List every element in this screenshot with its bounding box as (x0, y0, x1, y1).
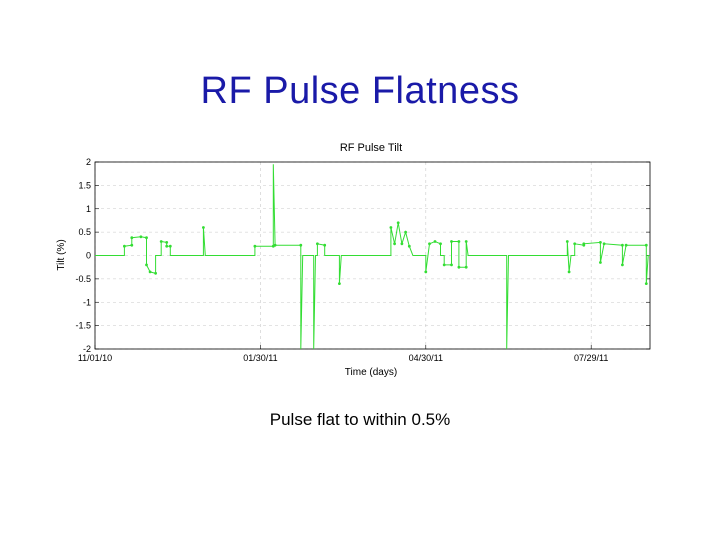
data-point (400, 242, 404, 246)
data-point (442, 263, 446, 267)
data-point (450, 240, 453, 243)
data-point (433, 240, 437, 243)
x-axis-label: Time (days) (345, 367, 397, 378)
data-point (145, 236, 148, 240)
data-point (323, 243, 327, 247)
data-point (273, 243, 277, 247)
x-tick-label: 04/30/11 (409, 353, 443, 363)
y-tick-label: 1 (86, 204, 91, 214)
data-point (407, 244, 411, 248)
data-point (165, 244, 169, 248)
data-point (123, 244, 126, 248)
tilt-chart: RF Pulse Tilt 2 1.5 1 0.5 0 -0.5 -1 -1.5 -2 11/01… (50, 135, 670, 385)
data-point (565, 240, 569, 243)
chart-title: RF Pulse Tilt (340, 142, 402, 154)
data-point (404, 230, 407, 234)
series-layer (95, 164, 650, 350)
data-point (393, 242, 396, 246)
data-point (582, 242, 586, 246)
y-tick-label: 0 (86, 251, 91, 261)
data-point (644, 243, 648, 247)
data-point (154, 271, 157, 275)
slide-title: RF Pulse Flatness (200, 70, 520, 112)
data-point (202, 226, 205, 229)
data-point (457, 265, 461, 269)
y-tick-label: 0.5 (78, 227, 91, 237)
data-point (165, 241, 169, 244)
data-point (599, 261, 602, 264)
data-point (457, 240, 461, 243)
data-point (621, 263, 624, 267)
data-point (148, 270, 152, 274)
y-tick-label: 2 (86, 157, 91, 167)
x-tick-label: 01/30/11 (243, 353, 277, 363)
data-point (168, 244, 172, 248)
data-point (450, 263, 453, 267)
data-point (338, 282, 341, 285)
data-point (621, 243, 624, 247)
data-point (130, 236, 134, 240)
data-point (145, 263, 148, 267)
data-point (396, 221, 400, 225)
data-point (299, 243, 303, 247)
x-tick-label: 07/29/11 (574, 353, 608, 363)
data-point (389, 226, 393, 229)
tilt-chart-svg: RF Pulse Tilt 2 1.5 1 0.5 0 -0.5 -1 -1.5 -211/01… (56, 142, 651, 378)
y-tick-label: -1.5 (75, 321, 91, 331)
y-tick-label: 1.5 (78, 180, 91, 190)
data-point (599, 241, 602, 244)
data-point (439, 242, 442, 246)
data-point (602, 242, 606, 246)
data-point (624, 243, 628, 247)
data-point (464, 240, 468, 243)
axis-ticks: 2 1.5 1 0.5 0 -0.5 -1 -1.5 -211/01/10 01/30/11 04/… (75, 157, 650, 363)
y-tick-label: -1 (83, 297, 91, 307)
data-point (316, 242, 319, 246)
data-point (253, 244, 257, 248)
y-tick-label: -0.5 (75, 274, 91, 284)
data-point (573, 242, 577, 246)
y-axis-label: Tilt (%) (56, 239, 67, 270)
series-line (95, 164, 650, 350)
data-point (428, 242, 431, 246)
data-point (130, 243, 134, 247)
data-point (567, 270, 571, 274)
data-point (159, 240, 163, 243)
data-point (644, 282, 648, 285)
data-point (139, 235, 143, 239)
x-tick-label: 11/01/10 (78, 353, 112, 363)
caption-text: Pulse flat to within 0.5% (269, 410, 451, 429)
data-point (464, 265, 468, 269)
y-tick-label: -2 (83, 344, 91, 354)
data-point (424, 270, 428, 274)
